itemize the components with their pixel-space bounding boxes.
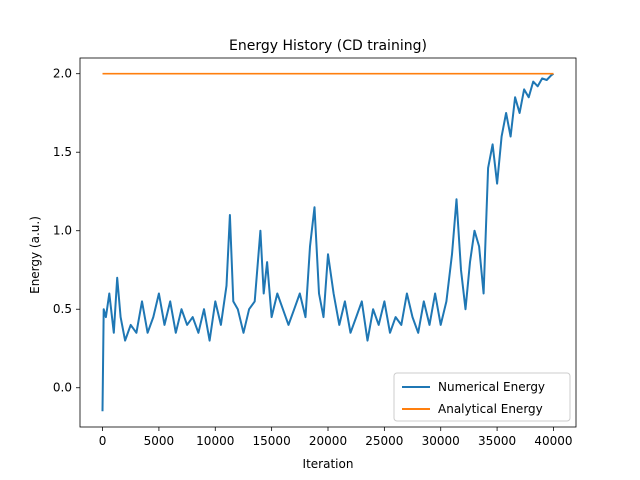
y-tick-label: 1.5 (53, 145, 72, 159)
legend-label-1: Numerical Energy (438, 380, 545, 394)
x-tick-label: 30000 (422, 434, 460, 448)
chart-title: Energy History (CD training) (229, 38, 427, 54)
x-tick-label: 10000 (196, 434, 234, 448)
legend-box (393, 372, 571, 422)
y-tick-label: 2.0 (53, 67, 72, 81)
y-tick-label: 1.0 (53, 224, 72, 238)
x-axis-label: Iteration (303, 457, 354, 471)
series-line-1 (101, 72, 555, 412)
x-tick-label: 15000 (253, 434, 291, 448)
x-tick-label: 5000 (144, 434, 175, 448)
x-tick-label: 0 (99, 434, 107, 448)
x-tick-label: 35000 (478, 434, 516, 448)
y-axis: 0.0 0.5 1.0 1.5 2.0 (53, 67, 80, 395)
x-tick-label: 40000 (534, 434, 572, 448)
x-tick-label: 20000 (309, 434, 347, 448)
y-axis-label: Energy (a.u.) (28, 216, 42, 294)
y-tick-label: 0.0 (53, 381, 72, 395)
y-tick-label: 0.5 (53, 302, 72, 316)
x-axis: 0 5000 10000 15000 20000 25000 30000 35000 40000 (99, 427, 573, 448)
legend: Numerical Energy Analytical Energy (393, 372, 571, 422)
x-tick-label: 25000 (365, 434, 403, 448)
legend-label-2: Analytical Energy (438, 402, 543, 416)
